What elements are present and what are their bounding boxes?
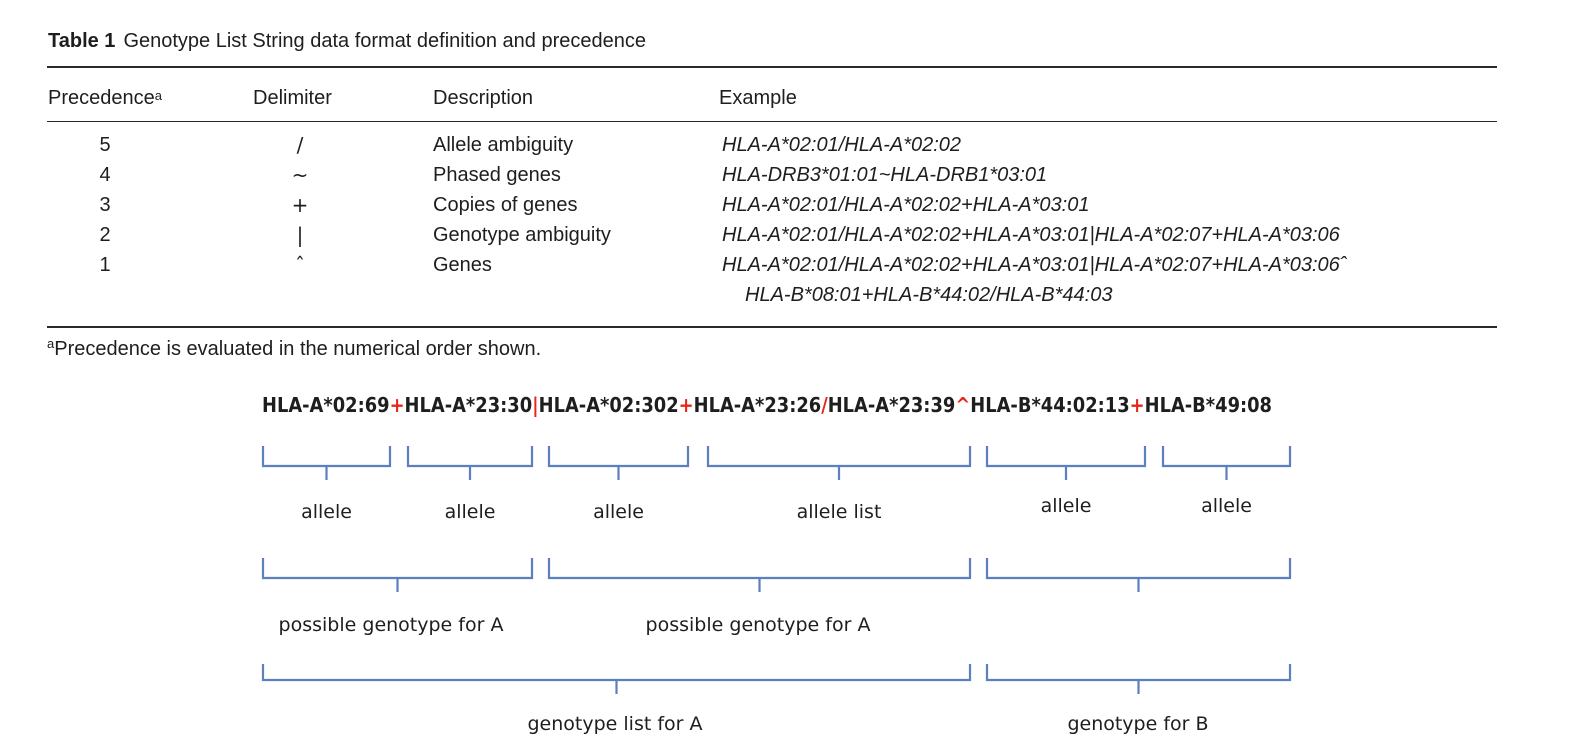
gl-allele: HLA-A*23:30 xyxy=(405,393,533,417)
allele-bracket xyxy=(706,446,972,480)
allele-label: allele xyxy=(445,501,496,523)
genotype-list-bracket xyxy=(985,664,1292,694)
table-row-example: HLA-A*02:01/HLA-A*02:02+HLA-A*03:01|HLA-… xyxy=(722,224,1340,246)
header-delimiter: Delimiter xyxy=(253,87,332,109)
genotype-bracket xyxy=(547,558,972,592)
gl-allele: HLA-B*44:02:13 xyxy=(970,393,1129,417)
table-row-description: Genotype ambiguity xyxy=(433,224,611,246)
allele-label: allele xyxy=(301,501,352,523)
header-precedence-footnote-mark: a xyxy=(154,88,162,103)
table-row-delimiter: ˆ xyxy=(295,253,305,277)
footnote-mark: a xyxy=(47,336,55,351)
table-row-delimiter: / xyxy=(296,133,304,157)
table-row-description: Copies of genes xyxy=(433,194,578,216)
allele-bracket xyxy=(985,446,1147,480)
table-row-precedence: 3 xyxy=(99,194,111,216)
table-row-delimiter: ~ xyxy=(291,163,309,187)
gl-allele: HLA-A*02:302 xyxy=(539,393,679,417)
allele-label: allele xyxy=(593,501,644,523)
genotype-bracket xyxy=(261,558,534,592)
genotype-label: possible genotype for A xyxy=(646,614,871,636)
table-label: Table 1 xyxy=(48,30,116,52)
table-row-delimiter: | xyxy=(296,223,304,247)
header-example: Example xyxy=(719,87,797,109)
table-row-precedence: 4 xyxy=(99,164,111,186)
table-row-example: HLA-A*02:01/HLA-A*02:02+HLA-A*03:01|HLA-… xyxy=(722,254,1347,276)
table-row-precedence: 5 xyxy=(99,134,111,156)
gl-delimiter: ^ xyxy=(955,393,970,417)
genotype-list-label: genotype for B xyxy=(1067,713,1208,735)
table-row-precedence: 2 xyxy=(99,224,111,246)
genotype-bracket xyxy=(985,558,1292,592)
table-bottom-rule xyxy=(47,326,1497,328)
gl-allele: HLA-B*49:08 xyxy=(1145,393,1272,417)
gl-delimiter: + xyxy=(390,393,405,417)
table-header-rule xyxy=(47,121,1497,122)
gl-delimiter: | xyxy=(532,393,539,417)
allele-label: allele xyxy=(1041,495,1092,517)
gl-delimiter: + xyxy=(1130,393,1145,417)
gl-allele: HLA-A*02:69 xyxy=(262,393,390,417)
table-row-example-continuation: HLA-B*08:01+HLA-B*44:02/HLA-B*44:03 xyxy=(745,284,1113,306)
table-row-precedence: 1 xyxy=(99,254,111,276)
genotype-list-bracket xyxy=(261,664,972,694)
table-row-delimiter: + xyxy=(291,193,309,217)
allele-bracket xyxy=(1161,446,1292,480)
gl-allele: HLA-A*23:26 xyxy=(694,393,822,417)
gl-delimiter: / xyxy=(821,393,828,417)
table-row-example: HLA-A*02:01/HLA-A*02:02+HLA-A*03:01 xyxy=(722,194,1090,216)
genotype-label: possible genotype for A xyxy=(279,614,504,636)
table-caption: Table 1 Genotype List String data format … xyxy=(48,30,646,53)
table-top-rule xyxy=(47,66,1497,68)
table-row-description: Phased genes xyxy=(433,164,561,186)
allele-bracket xyxy=(547,446,690,480)
allele-label: allele xyxy=(1201,495,1252,517)
table-row-description: Allele ambiguity xyxy=(433,134,574,156)
table-row-example: HLA-A*02:01/HLA-A*02:02 xyxy=(722,134,962,156)
bracket-label-group: allele allele allele allele list allele allel… xyxy=(279,495,1252,735)
genotype-list-label: genotype list for A xyxy=(527,713,702,735)
table-footnote: aPrecedence is evaluated in the numerica… xyxy=(47,336,542,360)
header-precedence: Precedencea xyxy=(48,87,162,109)
gl-allele: HLA-A*23:39 xyxy=(828,393,956,417)
table-title: Genotype List String data format definit… xyxy=(123,30,646,52)
header-description: Description xyxy=(433,87,534,109)
table-row-description: Genes xyxy=(433,254,492,276)
gl-string-example: HLA-A*02:69+HLA-A*23:30|HLA-A*02:302+HLA… xyxy=(262,393,1272,417)
table-row-example: HLA-DRB3*01:01~HLA-DRB1*03:01 xyxy=(722,164,1048,186)
gl-delimiter: + xyxy=(679,393,694,417)
allele-bracket xyxy=(406,446,534,480)
allele-bracket xyxy=(261,446,392,480)
allele-label: allele list xyxy=(797,501,882,523)
bracket-group xyxy=(261,446,1292,694)
